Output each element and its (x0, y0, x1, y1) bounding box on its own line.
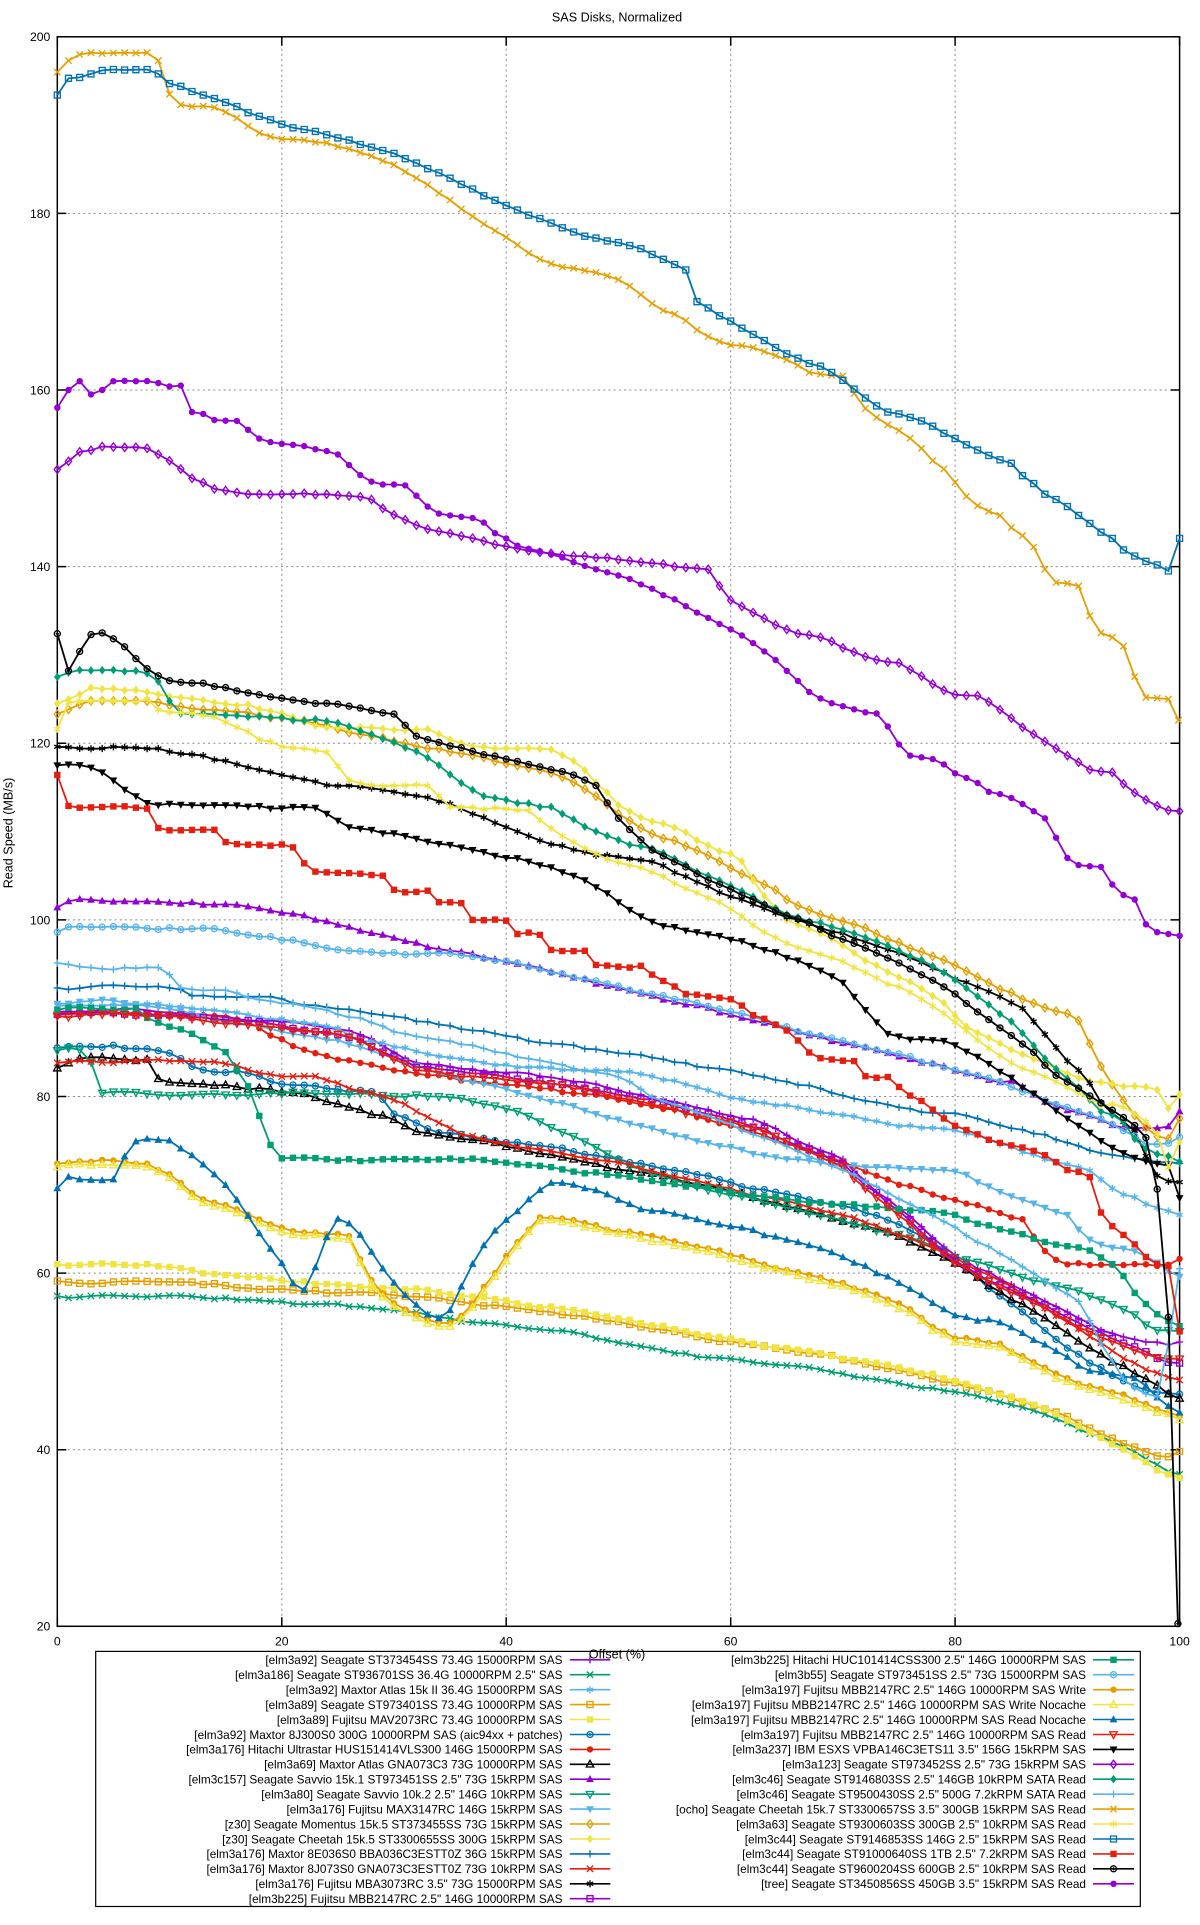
svg-text:[elm3a92] Seagate ST373454SS 7: [elm3a92] Seagate ST373454SS 73.4G 15000… (265, 1653, 562, 1667)
svg-text:Read Speed (MB/s): Read Speed (MB/s) (2, 778, 16, 889)
svg-text:[elm3a92] Maxtor Atlas 15k II: [elm3a92] Maxtor Atlas 15k II 36.4G 1500… (286, 1683, 563, 1697)
svg-text:180: 180 (30, 207, 51, 221)
svg-text:80: 80 (37, 1090, 51, 1104)
svg-text:60: 60 (724, 1635, 738, 1649)
svg-text:[elm3a197] Fujitsu MBB2147RC 2: [elm3a197] Fujitsu MBB2147RC 2.5" 146G 1… (691, 1713, 1086, 1727)
svg-text:[elm3c157] Seagate Savvio 15k.: [elm3c157] Seagate Savvio 15k.1 ST973451… (188, 1773, 562, 1787)
svg-text:100: 100 (30, 913, 51, 927)
svg-text:[ocho] Seagate Cheetah 15k.7 S: [ocho] Seagate Cheetah 15k.7 ST3300657SS… (676, 1802, 1086, 1816)
svg-text:[z30] Seagate Momentus 15k.5 S: [z30] Seagate Momentus 15k.5 ST373455SS … (225, 1817, 563, 1831)
svg-text:[elm3a69] Maxtor Atlas GNA073C: [elm3a69] Maxtor Atlas GNA073C3 73G 1000… (264, 1758, 562, 1772)
svg-text:[elm3a197] Fujitsu MBB2147RC 2: [elm3a197] Fujitsu MBB2147RC 2.5" 146G 1… (742, 1683, 1087, 1697)
svg-text:Offset (%): Offset (%) (589, 1648, 645, 1662)
svg-text:[elm3a176] Hitachi Ultrastar H: [elm3a176] Hitachi Ultrastar HUS151414VL… (186, 1743, 563, 1757)
svg-text:[elm3c46] Seagate ST9146803SS: [elm3c46] Seagate ST9146803SS 2.5" 146GB… (732, 1773, 1086, 1787)
svg-text:[elm3a237] IBM ESXS VPBA146C3E: [elm3a237] IBM ESXS VPBA146C3ETS11 3.5" … (733, 1743, 1087, 1757)
svg-text:0: 0 (54, 1635, 61, 1649)
svg-text:20: 20 (275, 1635, 289, 1649)
svg-text:40: 40 (499, 1635, 513, 1649)
svg-text:[elm3a89] Seagate ST973401SS 7: [elm3a89] Seagate ST973401SS 73.4G 10000… (265, 1698, 562, 1712)
svg-text:140: 140 (30, 560, 51, 574)
svg-text:160: 160 (30, 383, 51, 397)
svg-text:200: 200 (30, 30, 51, 44)
svg-text:[elm3a92] Maxtor 8J300S0 300G: [elm3a92] Maxtor 8J300S0 300G 10000RPM S… (194, 1728, 562, 1742)
svg-text:[elm3c44] Seagate ST9600204SS: [elm3c44] Seagate ST9600204SS 600GB 2.5"… (737, 1862, 1086, 1876)
svg-text:[elm3a89] Fujitsu MAV2073RC 73: [elm3a89] Fujitsu MAV2073RC 73.4G 10000R… (277, 1713, 563, 1727)
svg-text:[z30] Seagate Cheetah 15k.5 ST: [z30] Seagate Cheetah 15k.5 ST3300655SS … (222, 1832, 562, 1846)
svg-text:[elm3a197] Fujitsu MBB2147RC 2: [elm3a197] Fujitsu MBB2147RC 2.5" 146G 1… (692, 1698, 1087, 1712)
svg-text:20: 20 (37, 1620, 51, 1634)
svg-text:[elm3a186] Seagate ST936701SS: [elm3a186] Seagate ST936701SS 36.4G 1000… (235, 1668, 563, 1682)
svg-text:[elm3a176] Fujitsu MAX3147RC 1: [elm3a176] Fujitsu MAX3147RC 146G 15kRPM… (286, 1802, 562, 1816)
svg-text:[elm3c46] Seagate ST9500430SS: [elm3c46] Seagate ST9500430SS 2.5" 500G … (737, 1788, 1086, 1802)
svg-text:[elm3a123] Seagate ST973452SS: [elm3a123] Seagate ST973452SS 2.5" 73G 1… (782, 1758, 1086, 1772)
svg-text:120: 120 (30, 737, 51, 751)
svg-text:80: 80 (948, 1635, 962, 1649)
svg-text:[elm3c44] Seagate ST91000640SS: [elm3c44] Seagate ST91000640SS 1TB 2.5" … (742, 1847, 1086, 1861)
svg-text:60: 60 (37, 1267, 51, 1281)
svg-text:[elm3b225] Fujitsu MBB2147RC 2: [elm3b225] Fujitsu MBB2147RC 2.5" 146G 1… (249, 1892, 563, 1906)
svg-text:[tree] Seagate ST3450856SS 450: [tree] Seagate ST3450856SS 450GB 3.5" 15… (761, 1877, 1086, 1891)
svg-text:[elm3a176] Maxtor 8J073S0 GNA0: [elm3a176] Maxtor 8J073S0 GNA073C3ESTT0Z… (206, 1862, 562, 1876)
svg-text:SAS Disks, Normalized: SAS Disks, Normalized (552, 10, 682, 24)
svg-text:100: 100 (1169, 1635, 1190, 1649)
svg-text:[elm3b55] Seagate ST973451SS 2: [elm3b55] Seagate ST973451SS 2.5" 73G 15… (775, 1668, 1086, 1682)
svg-text:[elm3a197] Fujitsu MBB2147RC 2: [elm3a197] Fujitsu MBB2147RC 2.5" 146G 1… (741, 1728, 1086, 1742)
svg-text:[elm3c44] Seagate ST9146853SS: [elm3c44] Seagate ST9146853SS 146G 2.5" … (745, 1832, 1086, 1846)
svg-text:[elm3a176] Maxtor 8E036S0 BBA0: [elm3a176] Maxtor 8E036S0 BBA036C3ESTT0Z… (206, 1847, 562, 1861)
svg-text:[elm3b225] Hitachi HUC101414CS: [elm3b225] Hitachi HUC101414CSS300 2.5" … (731, 1653, 1086, 1667)
svg-text:[elm3a80] Seagate Savvio 10k.2: [elm3a80] Seagate Savvio 10k.2 2.5" 146G… (261, 1788, 562, 1802)
svg-text:40: 40 (37, 1443, 51, 1457)
svg-text:[elm3a63] Seagate ST9300603SS: [elm3a63] Seagate ST9300603SS 300GB 2.5"… (736, 1817, 1086, 1831)
svg-text:[elm3a176] Fujitsu MBA3073RC 3: [elm3a176] Fujitsu MBA3073RC 3.5" 73G 15… (255, 1877, 562, 1891)
